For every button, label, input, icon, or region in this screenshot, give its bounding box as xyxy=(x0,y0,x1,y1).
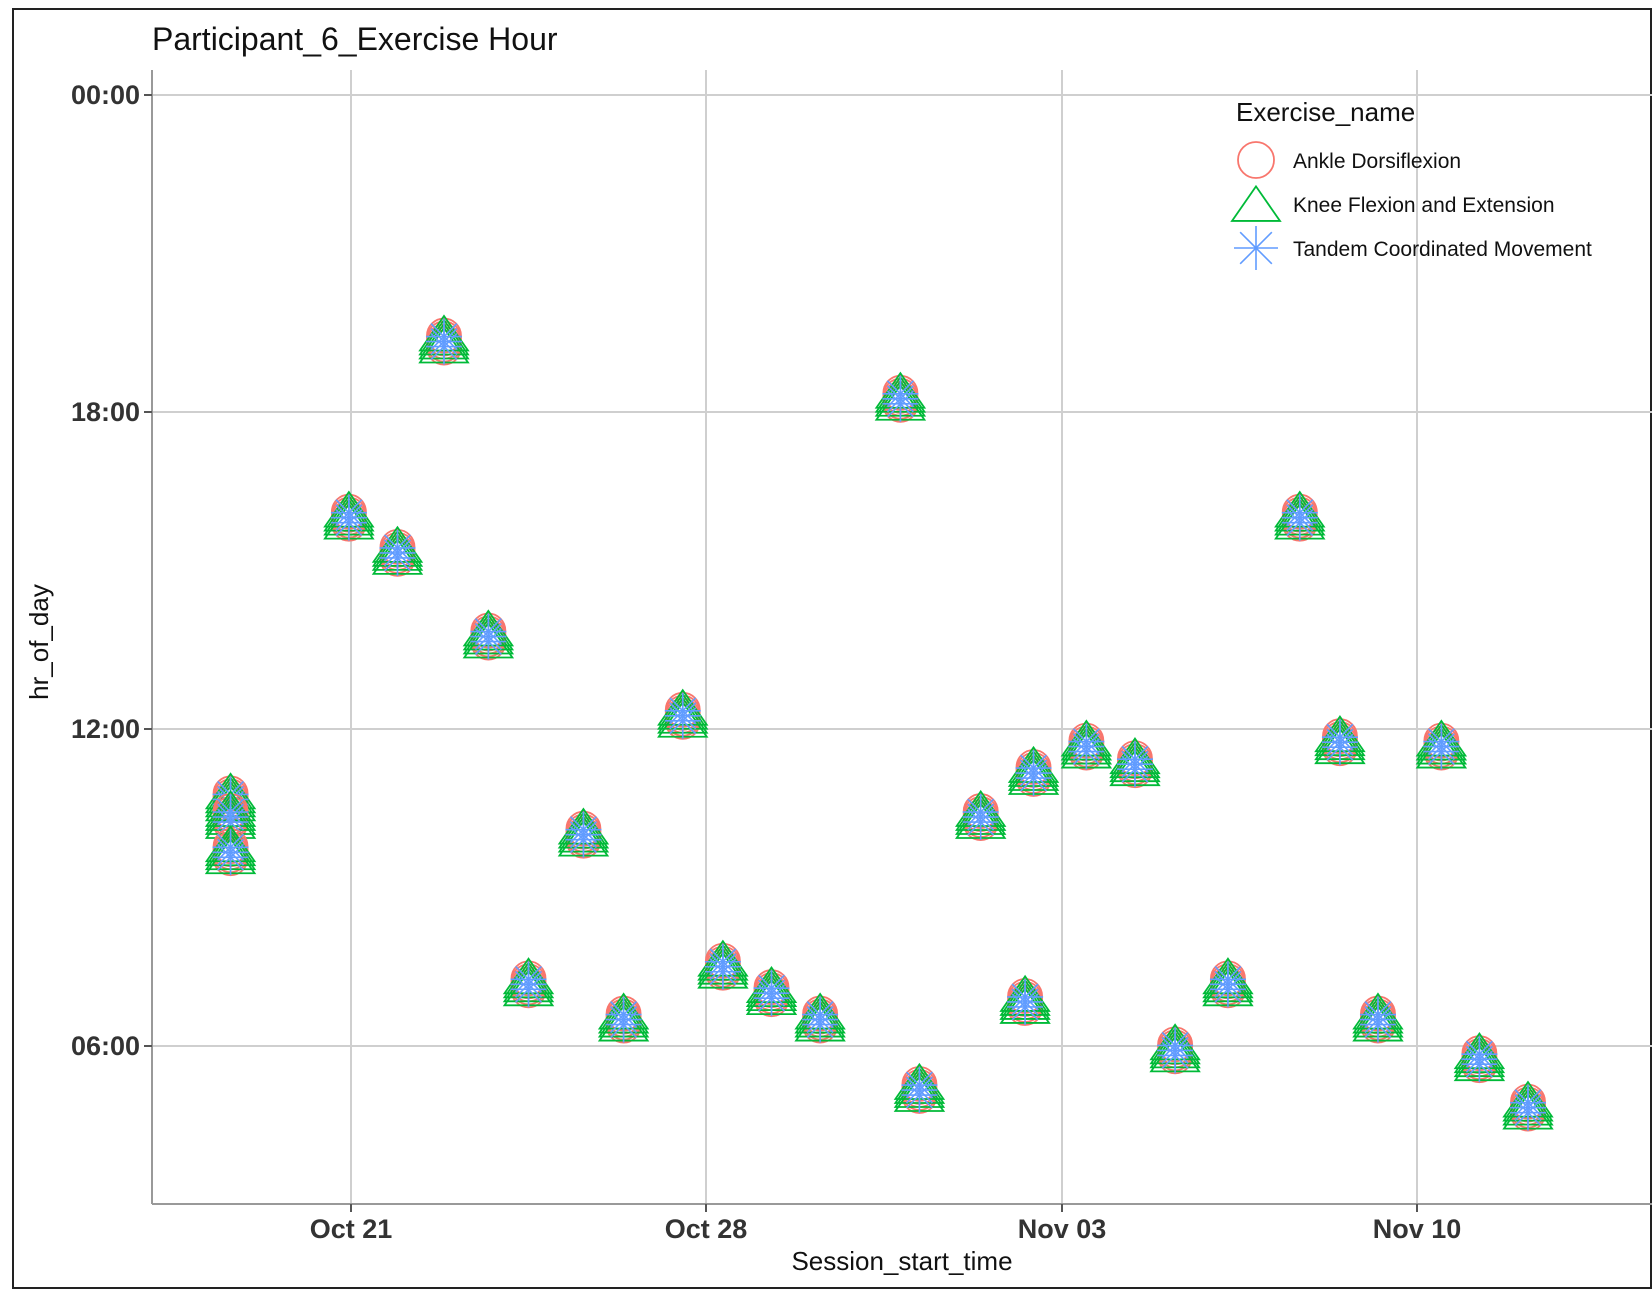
session-point xyxy=(1453,1032,1506,1084)
tick-labels: Oct 21 Oct 28 Nov 03 Nov 10 00:00 18:00 12:00 0… xyxy=(71,80,1461,1244)
y-tick-label: 06:00 xyxy=(71,1031,140,1061)
session-point xyxy=(697,939,749,991)
x-tick-label: Nov 10 xyxy=(1373,1214,1462,1244)
figure-frame xyxy=(12,8,1652,1289)
legend-entry-label: Ankle Dorsiflexion xyxy=(1293,150,1461,173)
session-point xyxy=(874,371,927,423)
x-tick-label: Oct 28 xyxy=(665,1214,748,1244)
session-point xyxy=(418,314,470,366)
legend-key-ankle-dorsiflexion xyxy=(1237,141,1275,179)
tandem-movement-point xyxy=(704,953,741,990)
tandem-movement-point xyxy=(1015,760,1052,797)
session-point xyxy=(1352,992,1404,1044)
tandem-movement-point xyxy=(212,839,249,876)
y-tick-label: 12:00 xyxy=(71,714,140,744)
tandem-movement-point xyxy=(1116,751,1153,788)
tandem-movement-point xyxy=(1423,733,1460,770)
tandem-movement-point xyxy=(1509,1094,1546,1131)
tandem-movement-point xyxy=(1359,1006,1396,1043)
legend-key-knee-flexion xyxy=(1230,184,1282,222)
session-point xyxy=(1314,715,1366,767)
tandem-movement-point xyxy=(470,623,507,660)
tandem-movement-point xyxy=(753,980,790,1017)
legend-entry-label: Tandem Coordinated Movement xyxy=(1293,238,1592,261)
y-tick-label: 00:00 xyxy=(71,80,140,110)
tandem-movement-point xyxy=(605,1006,642,1043)
tandem-movement-point xyxy=(1068,733,1105,770)
session-point xyxy=(999,974,1051,1026)
session-point xyxy=(794,992,846,1044)
session-point xyxy=(557,807,610,859)
axes xyxy=(151,70,1652,1205)
session-point xyxy=(1007,745,1060,797)
session-point xyxy=(1109,737,1161,789)
tandem-movement-point xyxy=(1157,1037,1194,1074)
session-point xyxy=(1502,1080,1554,1132)
tandem-movement-point xyxy=(330,504,367,541)
tandem-movement-point xyxy=(664,702,701,739)
session-point xyxy=(1060,719,1113,771)
tandem-movement-point xyxy=(1461,1046,1498,1083)
tandem-movement-point xyxy=(1209,971,1246,1008)
session-point xyxy=(1202,957,1254,1009)
tandem-movement-point xyxy=(565,821,602,858)
legend-title: Exercise_name xyxy=(1236,97,1415,127)
y-axis-label: hr_of_day xyxy=(24,584,54,700)
tandem-movement-point xyxy=(510,971,547,1008)
tandem-movement-point xyxy=(901,1077,938,1114)
session-point xyxy=(954,789,1007,841)
session-point xyxy=(502,957,555,1009)
session-point xyxy=(323,490,375,542)
tandem-movement-point xyxy=(962,804,999,841)
tandem-movement-point xyxy=(882,385,919,422)
session-point xyxy=(1274,490,1326,542)
session-point xyxy=(462,609,515,661)
session-point xyxy=(1149,1023,1201,1075)
tandem-movement-point xyxy=(1321,729,1358,766)
x-tick-label: Nov 03 xyxy=(1018,1214,1107,1244)
legend-key-tandem-movement xyxy=(1234,226,1278,270)
session-point xyxy=(204,825,257,877)
tandem-movement-point xyxy=(802,1006,839,1043)
legend: Exercise_name Ankle Dorsiflexion Knee Fle… xyxy=(1230,97,1592,270)
tandem-movement-point xyxy=(1007,988,1044,1025)
session-point xyxy=(597,992,650,1044)
y-tick-label: 18:00 xyxy=(71,397,140,427)
session-point xyxy=(1415,719,1468,771)
x-axis-label: Session_start_time xyxy=(791,1246,1012,1276)
tandem-movement-point xyxy=(425,328,462,365)
session-point xyxy=(371,525,424,577)
data-points xyxy=(204,314,1554,1132)
session-point xyxy=(893,1062,946,1114)
session-point xyxy=(745,965,798,1018)
x-tick-label: Oct 21 xyxy=(310,1214,393,1244)
chart-title: Participant_6_Exercise Hour xyxy=(152,21,558,57)
tandem-movement-point xyxy=(379,539,416,576)
tandem-movement-point xyxy=(1281,504,1318,541)
session-point xyxy=(657,688,709,740)
legend-entry-label: Knee Flexion and Extension xyxy=(1293,194,1555,217)
